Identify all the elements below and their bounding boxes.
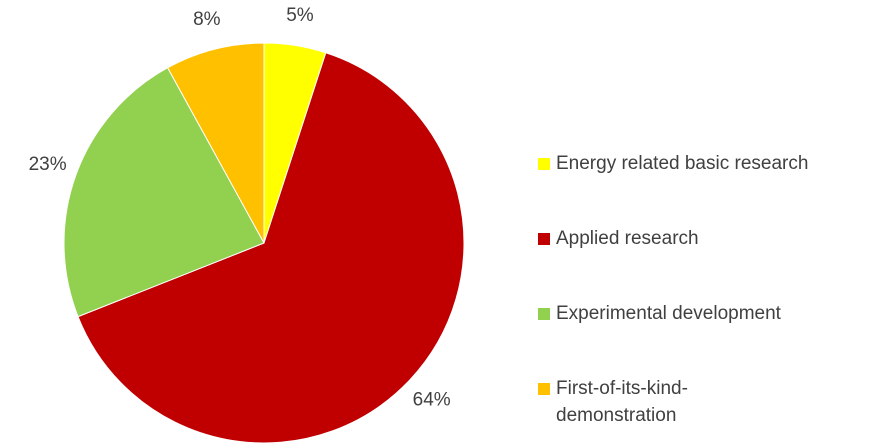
legend-label: Energy related basic research (556, 153, 809, 174)
legend-label: First-of-its-kind-demonstration (556, 378, 688, 426)
legend-swatch (538, 383, 550, 395)
data-label: 23% (29, 154, 67, 175)
legend-item: First-of-its-kind-demonstration (538, 375, 874, 443)
legend-label: Applied research (556, 228, 699, 249)
pie-slice (166, 42, 265, 244)
pie-slice (63, 67, 265, 318)
legend-swatch (538, 308, 550, 320)
legend: Energy related basic research Applied res… (538, 150, 874, 443)
legend-label: Experimental development (556, 303, 781, 324)
data-label: 64% (413, 389, 451, 410)
legend-item: Energy related basic research (538, 150, 874, 225)
legend-item: Experimental development (538, 300, 874, 375)
data-label: 8% (193, 9, 221, 30)
data-label: 5% (286, 5, 314, 26)
legend-item: Applied research (538, 225, 874, 300)
legend-swatch (538, 233, 550, 245)
legend-swatch (538, 158, 550, 170)
pie-slice (77, 52, 465, 443)
